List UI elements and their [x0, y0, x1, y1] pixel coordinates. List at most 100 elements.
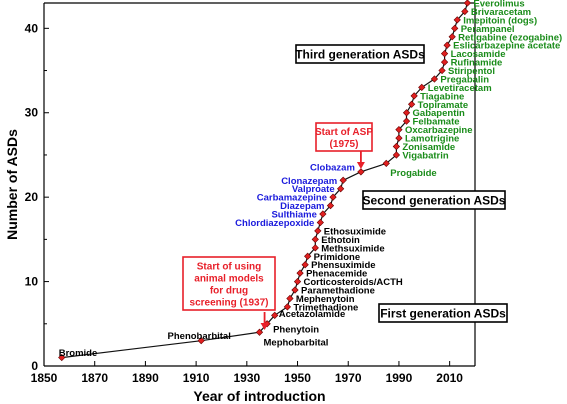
- data-point: [291, 286, 299, 294]
- data-point: [438, 66, 446, 75]
- drug-label: Eslicarbazepine acetate: [453, 41, 560, 52]
- data-point: [319, 210, 327, 218]
- data-point: [311, 244, 319, 252]
- drug-label: Stiripentol: [448, 66, 495, 77]
- drug-label: Corticosteroids/ACTH: [304, 277, 403, 288]
- third-generation-box: Third generation ASDs: [295, 44, 425, 64]
- data-point: [430, 75, 439, 83]
- drug-label: Vigabatrin: [402, 150, 448, 161]
- second-generation-box: Second generation ASDs: [362, 190, 506, 210]
- drug-label: Phenobarbital: [168, 331, 231, 342]
- data-point: [311, 235, 319, 243]
- drug-label: Phenytoin: [273, 324, 319, 335]
- drug-label: Gabapentin: [413, 108, 465, 119]
- drug-label: Sulthiame: [271, 210, 316, 221]
- y-tick-label: 10: [25, 275, 39, 289]
- asp-event-box: Start of ASP(1975): [315, 122, 373, 152]
- drug-label: Phensuximide: [311, 260, 375, 271]
- animal-models-event-box-line: screening (1937): [190, 298, 269, 309]
- annotations: Third generation ASDs Second generation A…: [182, 44, 508, 330]
- data-point: [453, 16, 461, 24]
- data-point: [301, 261, 309, 269]
- drug-label: Pregabalin: [440, 74, 489, 85]
- drug-labels: Bromide Phenobarbital Mephobarbital Phenyto…: [59, 0, 562, 359]
- animal-arrow-head: [260, 323, 269, 330]
- data-point: [392, 151, 401, 159]
- data-point: [463, 0, 472, 7]
- second-generation-box-frame: [362, 190, 506, 210]
- drug-label: Ethotoin: [321, 235, 360, 246]
- y-axis-title: Number of ASDs: [4, 129, 20, 240]
- drug-label: Lacosamide: [451, 49, 506, 60]
- data-point: [418, 83, 426, 92]
- drug-label: Everolimus: [473, 0, 524, 10]
- drug-label: Brivaracetam: [471, 7, 531, 18]
- data-point: [304, 252, 312, 260]
- data-point: [329, 193, 337, 201]
- drug-label: Topiramate: [418, 100, 469, 111]
- y-tick-label: 20: [25, 190, 39, 204]
- data-point: [443, 41, 451, 49]
- data-point: [440, 50, 449, 58]
- second-generation-box-text: Second generation ASDs: [363, 194, 506, 208]
- drug-label: Imepitoin (dogs): [463, 15, 537, 26]
- drug-label: Levetiracetam: [428, 83, 492, 94]
- x-tick-label: 1930: [233, 371, 260, 385]
- drug-label: Methsuximide: [321, 243, 384, 254]
- axes: 1850 1870 1890 1910 1930 1950 1970 1990 2010 0 10 2…: [4, 2, 476, 404]
- animal-models-event-box-line: Start of using: [197, 262, 261, 273]
- x-tick-label: 1950: [284, 371, 311, 385]
- drug-label: Trimethadione: [293, 302, 358, 313]
- data-point: [357, 168, 365, 176]
- data-point: [337, 185, 345, 193]
- x-tick-label: 2010: [436, 371, 463, 385]
- drug-label: Perampanel: [461, 24, 515, 35]
- data-point: [316, 218, 324, 227]
- data-point: [314, 227, 322, 235]
- x-axis-title: Year of introduction: [193, 388, 325, 404]
- data-point: [296, 269, 304, 277]
- data-point: [58, 353, 66, 362]
- first-generation-box: First generation ASDs: [378, 303, 508, 323]
- data-point: [382, 159, 390, 168]
- data-point: [395, 126, 403, 134]
- data-point: [326, 201, 335, 210]
- drug-label: Mephenytoin: [296, 294, 355, 305]
- animal-models-event-box-line: animal models: [194, 274, 264, 285]
- x-tick-label: 1970: [335, 371, 362, 385]
- drug-label: Retigabine (ezogabine): [458, 32, 562, 43]
- data-point: [293, 277, 302, 286]
- data-point: [392, 142, 401, 151]
- first-generation-box-text: First generation ASDs: [380, 307, 506, 321]
- y-tick-label: 30: [25, 106, 39, 120]
- data-point: [271, 311, 279, 319]
- drug-label: Acetazolamide: [279, 309, 346, 320]
- drug-label: Ethosuximide: [324, 226, 386, 237]
- data-point: [286, 294, 294, 303]
- drug-label: Clonazepam: [281, 176, 337, 187]
- asp-arrow-head: [356, 162, 365, 169]
- x-tick-label: 1910: [183, 371, 210, 385]
- data-point: [440, 58, 449, 66]
- series-group: [58, 0, 472, 362]
- drug-label: Rufinamide: [451, 58, 503, 69]
- data-point: [339, 176, 347, 184]
- drug-label: Phenacemide: [306, 269, 367, 280]
- first-generation-box-frame: [378, 303, 508, 323]
- drug-label: Valproate: [292, 184, 335, 195]
- asp-event-box-frame: [315, 122, 373, 152]
- asp-event-box-line: (1975): [330, 139, 359, 150]
- data-point: [197, 337, 205, 345]
- drug-label: Oxcarbazepine: [405, 125, 473, 136]
- drug-label: Zonisamide: [402, 142, 455, 153]
- data-point: [407, 100, 416, 108]
- drug-label: Progabide: [390, 168, 436, 179]
- drug-label: Carbamazepine: [257, 193, 327, 204]
- drug-label: Chlordiazepoxide: [235, 218, 314, 229]
- data-point: [255, 328, 264, 336]
- data-point: [410, 92, 418, 100]
- drug-label: Diazepam: [280, 201, 324, 212]
- y-tick-label: 40: [25, 21, 39, 35]
